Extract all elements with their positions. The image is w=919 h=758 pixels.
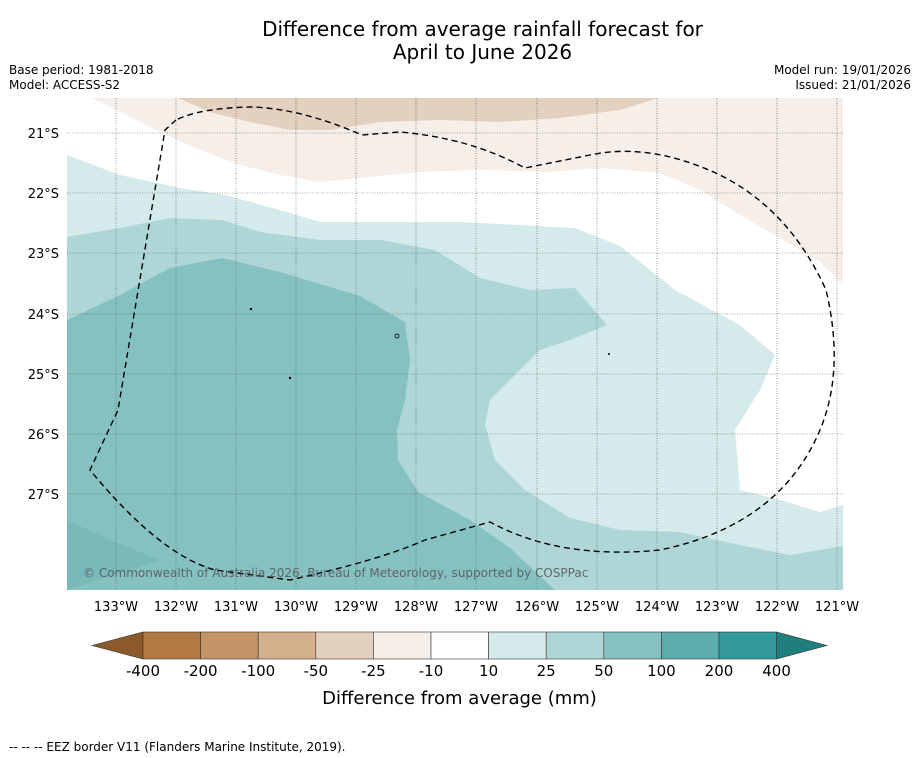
colorbar-segment [430,631,489,660]
colorbar-arrow-high [776,631,829,660]
title-line-2: April to June 2026 [392,40,573,64]
map-title: Difference from average rainfall forecas… [0,18,919,64]
colorbar-tick-label: -10 [419,662,444,680]
island-marker [394,333,400,339]
base-period: Base period: 1981-2018 [9,63,154,77]
dry-band-25-50 [178,98,658,130]
latitude-label: 25°S [28,368,59,383]
colorbar-tick-label: -200 [184,662,218,680]
colorbar-label: Difference from average (mm) [322,688,597,709]
longitude-label: 128°W [394,600,438,615]
island-marker [249,307,253,311]
colorbar-segment [661,631,720,660]
colorbar-segment [545,631,605,660]
model-run: Model run: 19/01/2026 [773,63,911,77]
latitude-label: 21°S [28,127,59,142]
eez-footnote: -- -- -- EEZ border V11 (Flanders Marine… [9,740,346,754]
longitude-labels: 133°W 132°W 131°W 130°W 129°W 128°W 127°W 126°W… [94,600,859,615]
longitude-label: 126°W [515,600,559,615]
left-metadata: Base period: 1981-2018 Model: ACCESS-S2 [9,63,154,93]
longitude-label: 122°W [755,600,799,615]
island-marker [288,376,292,380]
latitude-labels: 21°S 22°S 23°S 24°S 25°S 26°S 27°S [28,127,59,503]
colorbar-segment [257,631,317,660]
right-metadata: Model run: 19/01/2026 Issued: 21/01/2026 [774,63,911,93]
colorbar-tick-label: 400 [762,662,791,680]
colorbar-segment [718,631,777,660]
colorbar-tick-label: 25 [537,662,556,680]
longitude-label: 127°W [454,600,498,615]
model-name: Model: ACCESS-S2 [9,78,121,92]
colorbar-segment [142,631,201,660]
longitude-label: 121°W [815,600,859,615]
graticule [67,98,843,590]
colorbar-segment [373,631,432,660]
dry-band-10-25 [67,98,843,285]
colorbar-segment [488,631,547,660]
colorbar-arrow-low [90,631,144,660]
colorbar-segment [315,631,374,660]
longitude-label: 125°W [575,600,619,615]
latitude-label: 24°S [28,308,59,323]
longitude-label: 123°W [695,600,739,615]
longitude-label: 132°W [154,600,198,615]
latitude-label: 27°S [28,488,59,503]
latitude-label: 22°S [28,187,59,202]
island-marker [608,353,610,355]
colorbar-tick-label: -400 [126,662,160,680]
longitude-label: 133°W [94,600,138,615]
longitude-label: 124°W [635,600,679,615]
colorbar-tick-label: 200 [705,662,734,680]
colorbar-tick-label: -25 [361,662,386,680]
latitude-label: 26°S [28,428,59,443]
eez-border [89,106,835,581]
longitude-label: 129°W [334,600,378,615]
copyright-notice: © Commonwealth of Australia 2026, Bureau… [83,566,588,580]
title-line-1: Difference from average rainfall forecas… [262,17,703,41]
latitude-label: 23°S [28,247,59,262]
longitude-label: 131°W [214,600,258,615]
colorbar-tick-label: 50 [594,662,613,680]
issued-date: Issued: 21/01/2026 [795,78,911,92]
longitude-label: 130°W [274,600,318,615]
colorbar-tick-label: -100 [241,662,275,680]
colorbar-segment [603,631,662,660]
colorbar-tick-label: 10 [479,662,498,680]
colorbar-segment [200,631,259,660]
wet-band-50-100 [67,258,555,590]
colorbar-tick-label: 100 [647,662,676,680]
colorbar-tick-label: -50 [304,662,329,680]
wet-band-100-200 [67,520,160,590]
